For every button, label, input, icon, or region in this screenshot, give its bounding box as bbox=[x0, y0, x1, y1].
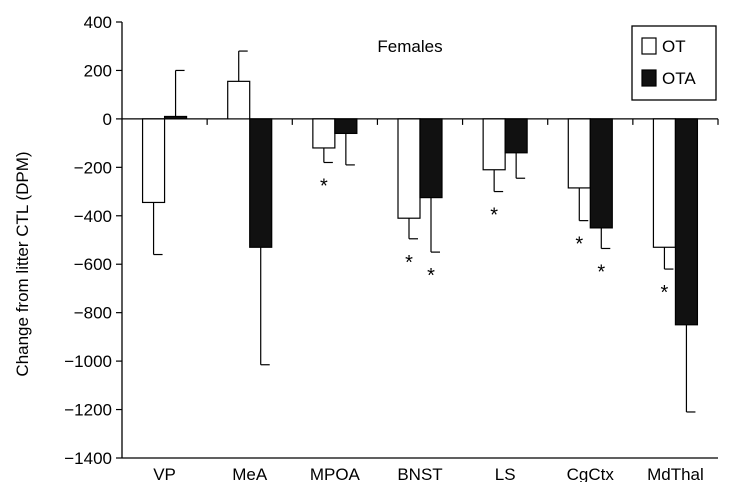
bar-ota bbox=[334, 118, 358, 135]
category-label: CgCtx bbox=[567, 465, 615, 482]
y-tick-label: −1200 bbox=[64, 401, 112, 420]
bar-ot bbox=[652, 118, 677, 248]
significance-star: * bbox=[575, 234, 583, 256]
y-tick-label: −200 bbox=[74, 158, 112, 177]
bar-ot bbox=[482, 118, 506, 171]
significance-star: * bbox=[320, 175, 328, 197]
y-tick-label: −800 bbox=[74, 304, 112, 323]
bar-ota bbox=[674, 118, 699, 326]
bar-ot bbox=[227, 80, 251, 120]
y-tick-label: −600 bbox=[74, 255, 112, 274]
significance-markers: * * * * * * * bbox=[320, 175, 669, 304]
significance-star: * bbox=[597, 261, 605, 283]
y-tick-label: 200 bbox=[84, 61, 112, 80]
y-tick-label: 400 bbox=[84, 13, 112, 32]
legend: OT OTA bbox=[631, 25, 717, 101]
y-tick-label: −400 bbox=[74, 207, 112, 226]
bar-ot bbox=[141, 118, 166, 204]
bar-ota bbox=[163, 115, 188, 120]
bar-ot bbox=[312, 118, 336, 149]
category-label: MeA bbox=[232, 465, 268, 482]
y-tick-label: −1400 bbox=[64, 449, 112, 468]
bar-ot bbox=[567, 118, 591, 189]
significance-star: * bbox=[490, 205, 498, 227]
bar-ota bbox=[504, 118, 528, 154]
bars bbox=[141, 50, 699, 413]
bar-ota bbox=[419, 118, 443, 199]
category-label: BNST bbox=[397, 465, 442, 482]
significance-star: * bbox=[405, 252, 413, 274]
significance-star: * bbox=[661, 282, 669, 304]
category-label: LS bbox=[495, 465, 516, 482]
category-label: VP bbox=[153, 465, 176, 482]
bar-ot bbox=[397, 118, 421, 219]
category-label: MPOA bbox=[310, 465, 361, 482]
legend-swatch-ot bbox=[641, 37, 657, 55]
legend-label-ot: OT bbox=[662, 37, 686, 56]
y-tick-label: −1000 bbox=[64, 352, 112, 371]
bar-ota bbox=[249, 118, 273, 248]
y-axis-label: Change from litter CTL (DPM) bbox=[13, 151, 32, 376]
y-tick-label: 0 bbox=[103, 110, 112, 129]
legend-label-ota: OTA bbox=[662, 69, 696, 88]
category-label: MdThal bbox=[647, 465, 704, 482]
significance-star: * bbox=[427, 265, 435, 287]
bar-ota bbox=[589, 118, 613, 229]
chart-title: Females bbox=[377, 37, 442, 56]
axes: 400 200 0 −200 −400 −600 −800 −1000 −1200 −1400 VP… bbox=[64, 13, 719, 482]
legend-swatch-ota bbox=[641, 69, 657, 87]
